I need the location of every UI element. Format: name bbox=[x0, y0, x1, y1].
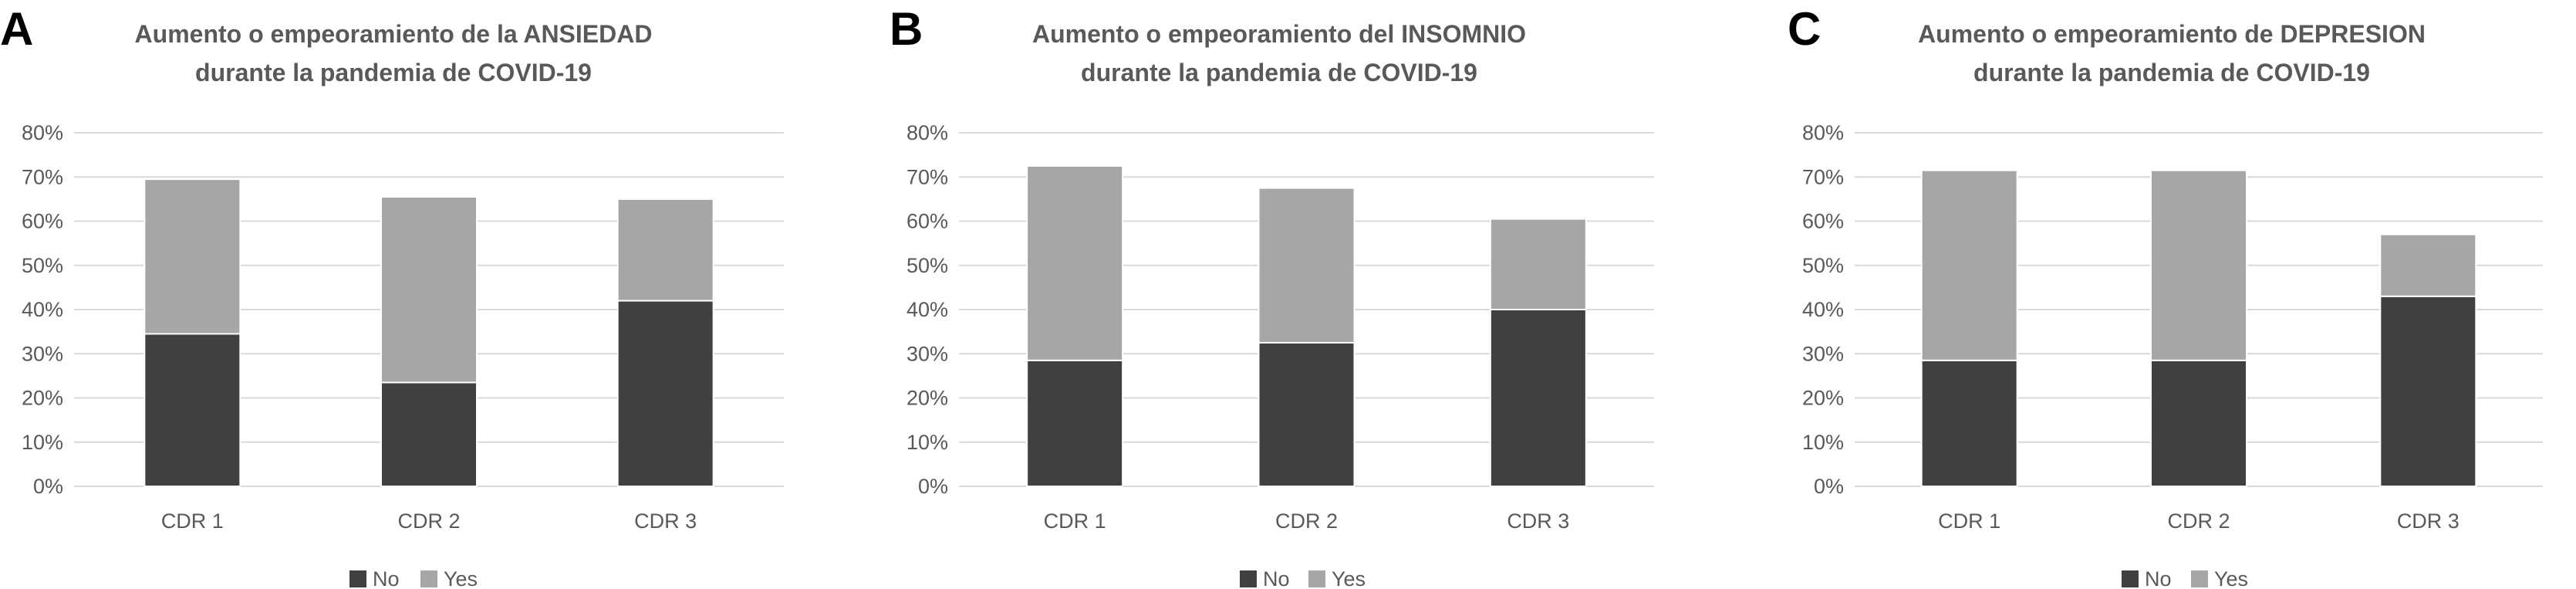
x-category-label: CDR 1 bbox=[1044, 509, 1106, 533]
bar-yes bbox=[1258, 187, 1356, 344]
y-tick-label: 20% bbox=[906, 387, 948, 410]
legend-swatch-yes bbox=[1308, 570, 1325, 587]
y-axis-ticks: 0% 10% 20% 30% 40% 50% 60% 70% 80% bbox=[22, 121, 63, 498]
chart-title-line1: Aumento o empeoramiento del INSOMNIO bbox=[1032, 20, 1526, 48]
y-tick-label: 80% bbox=[1802, 121, 1844, 144]
x-category-label: CDR 2 bbox=[1275, 509, 1338, 533]
bar-yes bbox=[143, 178, 241, 335]
y-tick-label: 0% bbox=[33, 475, 63, 498]
y-tick-label: 50% bbox=[1802, 254, 1844, 277]
y-tick-label: 10% bbox=[906, 431, 948, 454]
y-tick-label: 10% bbox=[22, 431, 63, 454]
y-tick-label: 70% bbox=[22, 165, 63, 188]
bars bbox=[143, 178, 714, 487]
y-tick-label: 40% bbox=[22, 298, 63, 321]
bar-no bbox=[616, 300, 714, 487]
bar-yes bbox=[2379, 233, 2477, 297]
y-tick-label: 50% bbox=[22, 254, 63, 277]
chart-panel-b: B Aumento o empeoramiento del INSOMNIO d… bbox=[859, 0, 1717, 589]
chart-title-line2: durante la pandemia de COVID-19 bbox=[1081, 59, 1477, 86]
x-category-label: CDR 1 bbox=[1938, 509, 2000, 533]
x-category-label: CDR 3 bbox=[2397, 509, 2460, 533]
bar-no bbox=[380, 381, 478, 487]
legend-label-no: No bbox=[2145, 567, 2172, 589]
y-tick-label: 30% bbox=[1802, 342, 1844, 365]
legend-label-yes: Yes bbox=[2214, 567, 2248, 589]
legend-label-yes: Yes bbox=[444, 567, 478, 589]
y-tick-label: 80% bbox=[906, 121, 948, 144]
y-tick-label: 60% bbox=[1802, 210, 1844, 233]
bar-yes bbox=[380, 196, 478, 384]
chart-title-line1: Aumento o empeoramiento de la ANSIEDAD bbox=[135, 20, 653, 48]
y-tick-label: 60% bbox=[22, 210, 63, 233]
y-tick-label: 0% bbox=[918, 475, 948, 498]
chart-title-line2: durante la pandemia de COVID-19 bbox=[195, 59, 592, 86]
y-axis-ticks: 0% 10% 20% 30% 40% 50% 60% 70% 80% bbox=[1802, 121, 1844, 498]
legend: No Yes bbox=[2122, 567, 2248, 589]
y-tick-label: 70% bbox=[906, 165, 948, 188]
x-axis-categories: CDR 1 CDR 2 CDR 3 bbox=[161, 509, 697, 533]
y-tick-label: 40% bbox=[1802, 298, 1844, 321]
panel-label: A bbox=[0, 3, 33, 55]
panel-label: C bbox=[1788, 3, 1821, 55]
chart-panel-a: A Aumento o empeoramiento de la ANSIEDAD… bbox=[0, 0, 859, 589]
y-tick-label: 50% bbox=[906, 254, 948, 277]
legend-swatch-yes bbox=[2191, 570, 2208, 587]
bar-yes bbox=[2150, 169, 2247, 361]
bar-no bbox=[2379, 295, 2477, 488]
y-tick-label: 70% bbox=[1802, 165, 1844, 188]
x-axis-categories: CDR 1 CDR 2 CDR 3 bbox=[1938, 509, 2460, 533]
x-category-label: CDR 3 bbox=[1507, 509, 1569, 533]
x-category-label: CDR 1 bbox=[161, 509, 224, 533]
y-tick-label: 80% bbox=[22, 121, 63, 144]
chart-panel-c: C Aumento o empeoramiento de DEPRESION d… bbox=[1717, 0, 2576, 589]
bar-yes bbox=[1489, 218, 1587, 311]
legend-swatch-yes bbox=[420, 570, 437, 587]
y-tick-label: 0% bbox=[1814, 475, 1844, 498]
chart-title-line2: durante la pandemia de COVID-19 bbox=[1973, 59, 2370, 86]
legend-label-no: No bbox=[373, 567, 400, 589]
x-category-label: CDR 2 bbox=[397, 509, 460, 533]
y-tick-label: 60% bbox=[906, 210, 948, 233]
bar-no bbox=[1920, 359, 2018, 487]
x-category-label: CDR 3 bbox=[634, 509, 697, 533]
x-axis-categories: CDR 1 CDR 2 CDR 3 bbox=[1044, 509, 1570, 533]
legend: No Yes bbox=[349, 567, 478, 589]
bar-no bbox=[1489, 309, 1587, 487]
chart-b-svg: B Aumento o empeoramiento del INSOMNIO d… bbox=[890, 3, 1654, 589]
bar-no bbox=[1258, 341, 1356, 487]
bar-yes bbox=[616, 198, 714, 302]
chart-c-svg: C Aumento o empeoramiento de DEPRESION d… bbox=[1788, 3, 2543, 589]
y-tick-label: 30% bbox=[906, 342, 948, 365]
y-tick-label: 40% bbox=[906, 298, 948, 321]
chart-title-line1: Aumento o empeoramiento de DEPRESION bbox=[1918, 20, 2426, 48]
y-tick-label: 20% bbox=[22, 387, 63, 410]
legend: No Yes bbox=[1240, 567, 1366, 589]
legend-swatch-no bbox=[2122, 570, 2139, 587]
y-tick-label: 30% bbox=[22, 342, 63, 365]
chart-a-svg: A Aumento o empeoramiento de la ANSIEDAD… bbox=[0, 3, 784, 589]
y-axis-ticks: 0% 10% 20% 30% 40% 50% 60% 70% 80% bbox=[906, 121, 948, 498]
bars bbox=[1920, 169, 2477, 488]
y-tick-label: 10% bbox=[1802, 431, 1844, 454]
bar-no bbox=[1026, 359, 1124, 487]
bar-no bbox=[2150, 359, 2247, 487]
bar-yes bbox=[1920, 169, 2018, 361]
legend-swatch-no bbox=[349, 570, 366, 587]
legend-label-no: No bbox=[1263, 567, 1290, 589]
legend-label-yes: Yes bbox=[1332, 567, 1366, 589]
y-tick-label: 20% bbox=[1802, 387, 1844, 410]
bar-yes bbox=[1026, 164, 1124, 361]
x-category-label: CDR 2 bbox=[2167, 509, 2230, 533]
bars bbox=[1026, 164, 1587, 487]
legend-swatch-no bbox=[1240, 570, 1257, 587]
panel-label: B bbox=[890, 3, 923, 55]
bar-no bbox=[143, 333, 241, 487]
